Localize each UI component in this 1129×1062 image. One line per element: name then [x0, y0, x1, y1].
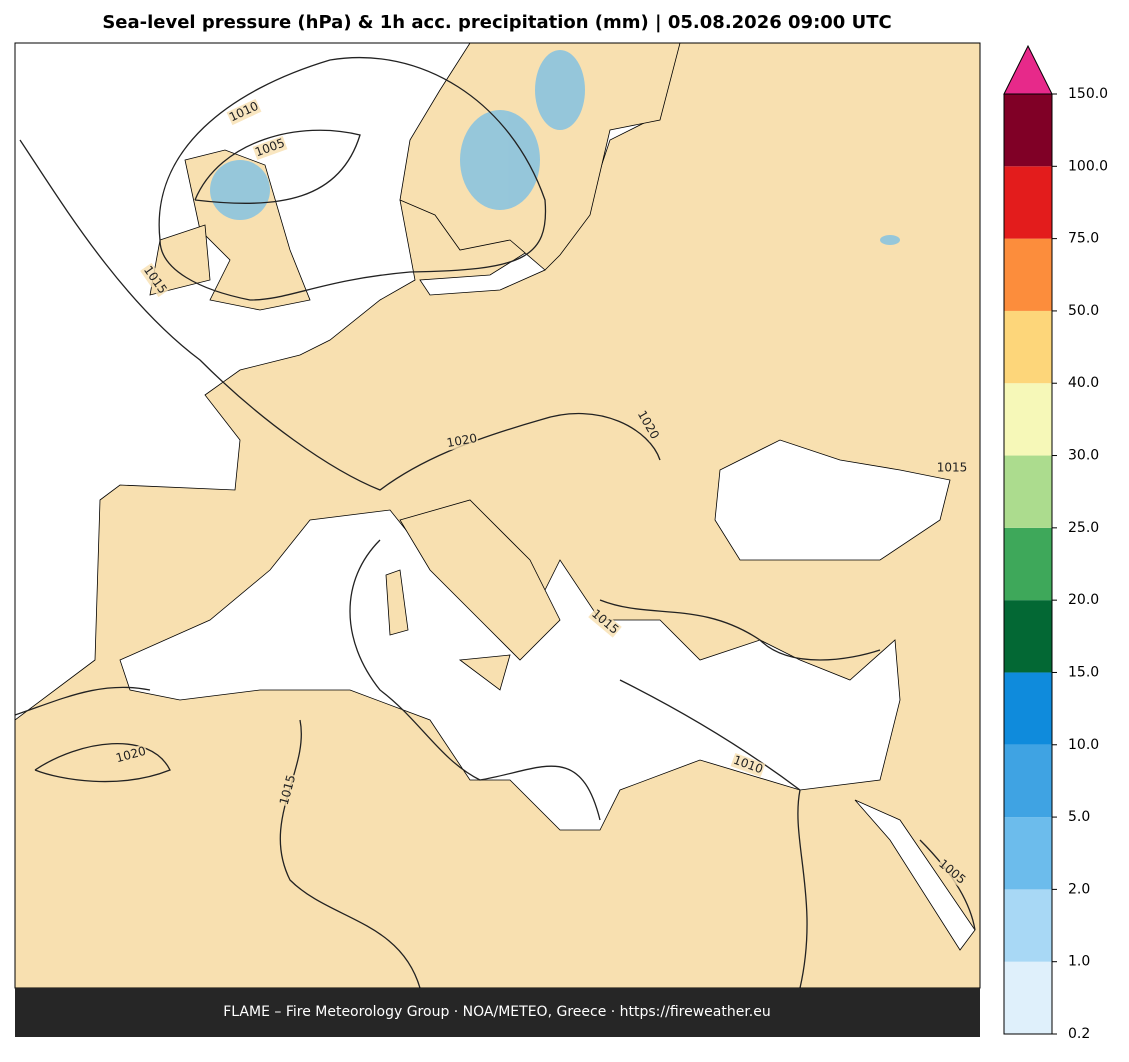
- contour-label-bg: [935, 856, 969, 888]
- colorbar-bin: [1004, 94, 1052, 167]
- colorbar-bin: [1004, 672, 1052, 745]
- colorbar-tick-label: 100.0: [1068, 158, 1108, 174]
- title: Sea-level pressure (hPa) & 1h acc. preci…: [102, 12, 891, 33]
- colorbar-extend: [1003, 44, 1053, 95]
- colorbar-tick-label: 30.0: [1068, 448, 1099, 464]
- contour-label-bg: [588, 606, 622, 638]
- colorbar-bin: [1004, 383, 1052, 456]
- colorbar-tick-label: 50.0: [1068, 303, 1099, 319]
- precipitation: [210, 50, 900, 245]
- colorbar-bin: [1004, 889, 1052, 962]
- colorbar-tick-label: 5.0: [1068, 809, 1090, 825]
- colorbar-tick-label: 1.0: [1068, 954, 1090, 970]
- colorbar-tick-label: 25.0: [1068, 520, 1099, 536]
- contour-label: 1020: [446, 431, 479, 450]
- footer-bar: [15, 988, 980, 1037]
- colorbar-tick-label: 40.0: [1068, 375, 1099, 391]
- colorbar-bin: [1004, 238, 1052, 311]
- colorbar-tick-label: 2.0: [1068, 881, 1090, 897]
- colorbar-bin: [1004, 455, 1052, 528]
- colorbar-bin: [1004, 600, 1052, 673]
- land-islands: [149, 43, 681, 691]
- colorbar-bin: [1004, 744, 1052, 818]
- contour-label-bg: [277, 772, 299, 808]
- colorbar-tick-label: 10.0: [1068, 737, 1099, 753]
- contour-label-bg: [936, 461, 968, 475]
- isobars: [15, 56, 976, 988]
- colorbar-frame: [1003, 93, 1053, 1035]
- colorbar-tick-label: 150.0: [1068, 86, 1108, 102]
- colorbar-bin: [1004, 527, 1052, 601]
- colorbar-bin: [1004, 961, 1052, 1034]
- colorbar-tick-label: 75.0: [1068, 231, 1099, 247]
- colorbar-bin: [1004, 310, 1052, 384]
- colorbar-bin: [1004, 817, 1052, 890]
- contour-label-bg: [252, 135, 288, 161]
- contour-label-bg: [140, 262, 170, 298]
- footer: FLAME – Fire Meteorology Group · NOA/MET…: [223, 1004, 771, 1020]
- contour-label-bg: [226, 98, 262, 126]
- colorbar-tick-label: 15.0: [1068, 664, 1099, 680]
- contour-label: 1015: [937, 461, 968, 475]
- colorbar-tick-label: 20.0: [1068, 592, 1099, 608]
- map: [15, 43, 980, 988]
- colorbar-bin: [1004, 166, 1052, 239]
- contour-label-bg: [730, 752, 766, 778]
- contour-label-bg: [113, 744, 149, 766]
- contour-label-bg: [633, 407, 663, 443]
- colorbar-tick-label: 0.2: [1068, 1026, 1090, 1042]
- contour-label-bg: [445, 431, 479, 451]
